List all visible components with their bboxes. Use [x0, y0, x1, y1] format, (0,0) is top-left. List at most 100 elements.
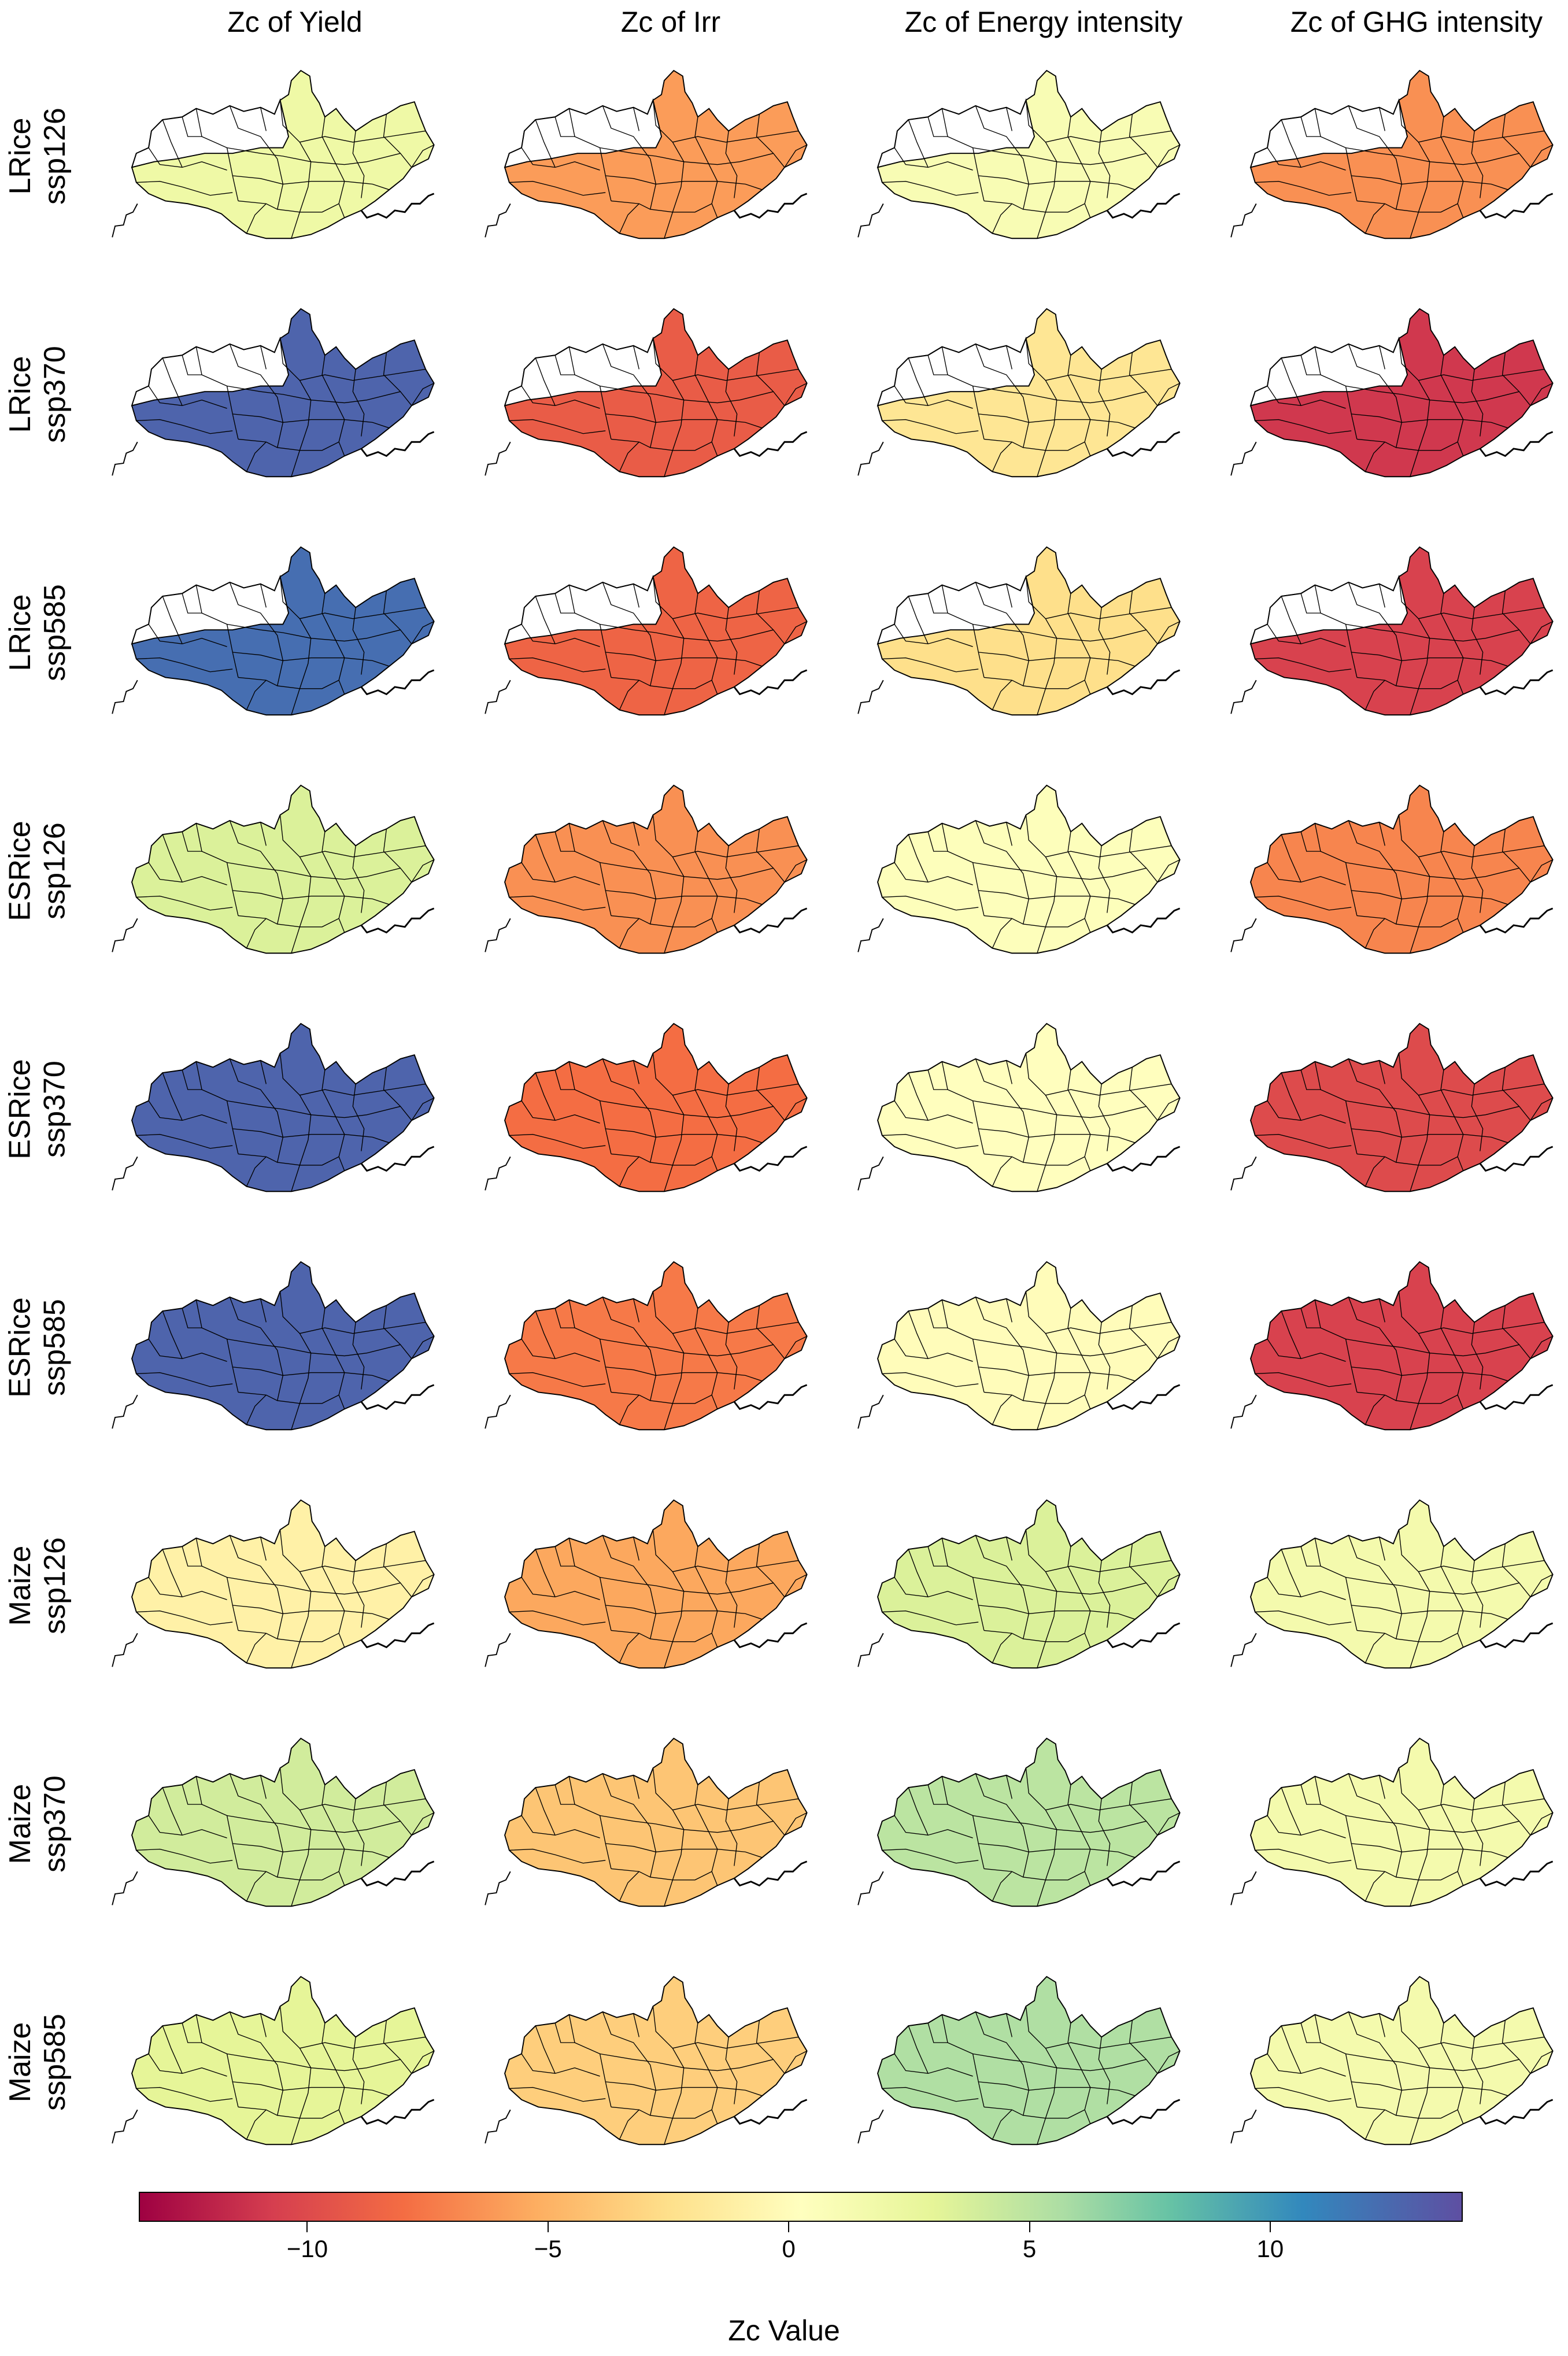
district-border: [694, 1070, 718, 1171]
district-border: [1502, 114, 1531, 168]
boundary-line: [485, 2109, 511, 2144]
district-border: [1129, 1067, 1158, 1121]
district-border: [1530, 1336, 1553, 1359]
district-border: [1045, 1560, 1172, 1572]
district-border: [229, 582, 284, 686]
district-border: [600, 1338, 774, 1357]
district-border: [1267, 147, 1346, 171]
district-border: [983, 200, 1085, 213]
district-border: [411, 383, 434, 406]
district-border: [611, 1630, 712, 1642]
map-region: [877, 1975, 1181, 2145]
district-border: [1005, 345, 1012, 370]
district-border: [694, 593, 718, 695]
district-border: [1351, 175, 1508, 190]
row-crop-label: Maize: [3, 1783, 37, 1864]
district-border: [1351, 413, 1508, 429]
district-border: [1255, 1133, 1352, 1149]
district-border: [972, 147, 1147, 165]
district-border: [246, 680, 267, 710]
district-border: [1067, 1070, 1091, 1171]
map-panel: [1217, 994, 1564, 1225]
district-border: [894, 386, 973, 409]
row-crop-label: LRice: [3, 117, 37, 195]
district-border: [784, 621, 807, 644]
district-border: [1067, 2023, 1091, 2124]
district-border: [978, 1843, 1136, 1858]
district-border: [972, 1576, 1147, 1595]
district-border: [535, 1310, 556, 1359]
district-border: [611, 200, 712, 213]
district-border: [908, 119, 929, 168]
district-border: [1348, 105, 1403, 210]
district-border: [611, 1153, 712, 1166]
district-border: [605, 1367, 763, 1382]
district-border: [1364, 1871, 1385, 1901]
district-border: [232, 890, 390, 905]
district-border: [1502, 2020, 1531, 2074]
map-region: [504, 784, 808, 954]
map-panel: [98, 40, 445, 272]
boundary-line: [857, 441, 884, 476]
district-border: [972, 1100, 1147, 1118]
district-border: [136, 657, 233, 673]
district-border: [602, 820, 657, 925]
colorbar-gradient: [139, 2192, 1463, 2222]
district-border: [756, 1782, 785, 1836]
district-border: [136, 419, 233, 434]
district-border: [227, 623, 401, 642]
map-panel: [471, 517, 818, 748]
district-border: [383, 352, 412, 406]
map-region: [131, 1975, 435, 2145]
map-panel: [98, 1708, 445, 1940]
district-border: [535, 834, 556, 882]
district-border: [1005, 1060, 1012, 1084]
district-border: [672, 845, 799, 858]
district-border: [972, 2053, 1147, 2071]
district-border: [927, 1546, 948, 1567]
district-border: [756, 2020, 785, 2074]
district-border: [136, 1610, 233, 1626]
district-border: [1345, 1100, 1519, 1118]
row-scenario-label: ssp585: [38, 584, 72, 681]
district-border: [1314, 1776, 1358, 1869]
district-border: [975, 1535, 1030, 1639]
colorbar-tick: [1269, 2222, 1271, 2232]
district-border: [927, 355, 948, 375]
boundary-line: [112, 441, 138, 476]
map-panel: [471, 1947, 818, 2178]
district-border: [299, 607, 426, 619]
district-border: [1351, 1605, 1508, 1620]
coastline: [733, 2099, 808, 2125]
coastline: [1479, 1384, 1554, 1410]
district-border: [260, 1537, 267, 1561]
district-border: [908, 1072, 929, 1121]
district-border: [1418, 368, 1545, 381]
coastline: [733, 1622, 808, 1649]
district-border: [1300, 1546, 1321, 1567]
district-border: [182, 832, 202, 852]
row-scenario-label: ssp370: [38, 1061, 72, 1158]
district-border: [611, 438, 712, 451]
district-border: [1045, 845, 1172, 858]
district-border: [1530, 859, 1553, 882]
boundary-line: [857, 918, 884, 952]
district-border: [605, 652, 763, 667]
district-border: [229, 2011, 284, 2116]
district-border: [1348, 2011, 1403, 2116]
coastline: [360, 1146, 435, 1172]
district-border: [1356, 438, 1458, 451]
district-border: [554, 1070, 575, 1090]
district-border: [672, 1798, 799, 1811]
district-border: [182, 355, 202, 375]
district-border: [672, 1560, 799, 1572]
boundary-line: [857, 203, 884, 238]
coastline: [733, 1384, 808, 1410]
district-border: [1364, 1156, 1385, 1187]
district-border: [694, 2023, 718, 2124]
coastline: [1479, 431, 1554, 457]
district-border: [1281, 1072, 1301, 1121]
district-border: [229, 1535, 284, 1639]
district-border: [229, 1773, 284, 1878]
district-border: [756, 1543, 785, 1597]
